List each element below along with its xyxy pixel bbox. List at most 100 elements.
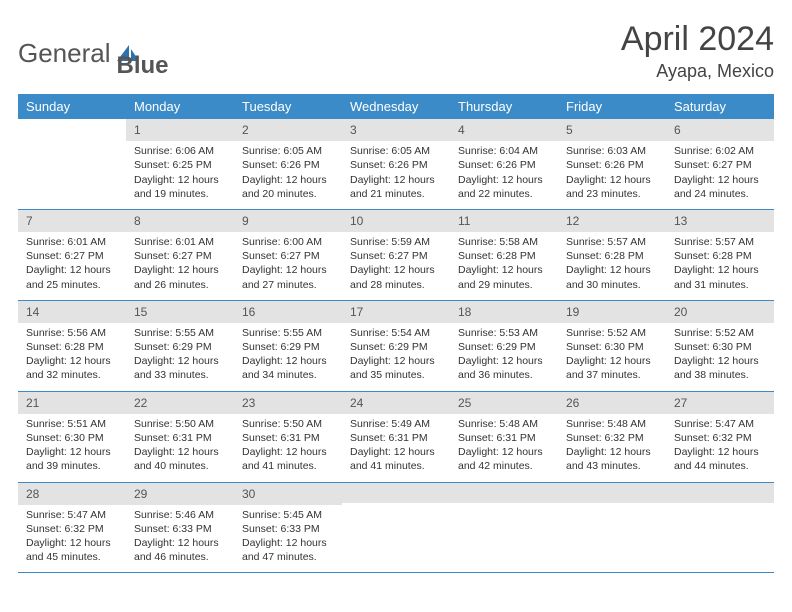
daylight-text-1: Daylight: 12 hours — [134, 536, 226, 550]
daylight-text-1: Daylight: 12 hours — [566, 263, 658, 277]
daylight-text-1: Daylight: 12 hours — [674, 354, 766, 368]
sunrise-text: Sunrise: 5:55 AM — [134, 326, 226, 340]
calendar-day-cell: 13Sunrise: 5:57 AMSunset: 6:28 PMDayligh… — [666, 209, 774, 300]
weekday-header: Saturday — [666, 94, 774, 119]
day-number: 5 — [558, 119, 666, 141]
sunset-text: Sunset: 6:32 PM — [26, 522, 118, 536]
daylight-text-1: Daylight: 12 hours — [134, 263, 226, 277]
weekday-header: Wednesday — [342, 94, 450, 119]
calendar-day-cell: 27Sunrise: 5:47 AMSunset: 6:32 PMDayligh… — [666, 391, 774, 482]
day-number: 24 — [342, 392, 450, 414]
daylight-text-1: Daylight: 12 hours — [134, 354, 226, 368]
calendar-day-cell: 22Sunrise: 5:50 AMSunset: 6:31 PMDayligh… — [126, 391, 234, 482]
calendar-day-cell: 21Sunrise: 5:51 AMSunset: 6:30 PMDayligh… — [18, 391, 126, 482]
sunset-text: Sunset: 6:33 PM — [242, 522, 334, 536]
day-number: 12 — [558, 210, 666, 232]
weekday-header: Thursday — [450, 94, 558, 119]
daylight-text-1: Daylight: 12 hours — [242, 536, 334, 550]
sunset-text: Sunset: 6:31 PM — [134, 431, 226, 445]
sunrise-text: Sunrise: 5:49 AM — [350, 417, 442, 431]
calendar-day-cell — [450, 482, 558, 573]
calendar-day-cell: 16Sunrise: 5:55 AMSunset: 6:29 PMDayligh… — [234, 300, 342, 391]
sunrise-text: Sunrise: 5:51 AM — [26, 417, 118, 431]
calendar-day-cell: 4Sunrise: 6:04 AMSunset: 6:26 PMDaylight… — [450, 119, 558, 209]
empty-day-body — [342, 503, 450, 570]
empty-day-bar — [450, 483, 558, 503]
calendar-week-row: 21Sunrise: 5:51 AMSunset: 6:30 PMDayligh… — [18, 391, 774, 482]
calendar-day-cell: 30Sunrise: 5:45 AMSunset: 6:33 PMDayligh… — [234, 482, 342, 573]
daylight-text-2: and 41 minutes. — [242, 459, 334, 473]
day-number: 21 — [18, 392, 126, 414]
sunrise-text: Sunrise: 6:01 AM — [26, 235, 118, 249]
sunrise-text: Sunrise: 6:03 AM — [566, 144, 658, 158]
day-details: Sunrise: 5:50 AMSunset: 6:31 PMDaylight:… — [126, 414, 234, 482]
calendar-day-cell: 28Sunrise: 5:47 AMSunset: 6:32 PMDayligh… — [18, 482, 126, 573]
day-details: Sunrise: 5:45 AMSunset: 6:33 PMDaylight:… — [234, 505, 342, 573]
daylight-text-2: and 26 minutes. — [134, 278, 226, 292]
day-number: 8 — [126, 210, 234, 232]
daylight-text-2: and 30 minutes. — [566, 278, 658, 292]
daylight-text-1: Daylight: 12 hours — [26, 536, 118, 550]
calendar-day-cell: 8Sunrise: 6:01 AMSunset: 6:27 PMDaylight… — [126, 209, 234, 300]
calendar-day-cell: 18Sunrise: 5:53 AMSunset: 6:29 PMDayligh… — [450, 300, 558, 391]
calendar-day-cell: 20Sunrise: 5:52 AMSunset: 6:30 PMDayligh… — [666, 300, 774, 391]
sunset-text: Sunset: 6:30 PM — [674, 340, 766, 354]
sunrise-text: Sunrise: 5:48 AM — [566, 417, 658, 431]
sunset-text: Sunset: 6:28 PM — [26, 340, 118, 354]
sunset-text: Sunset: 6:28 PM — [458, 249, 550, 263]
day-details: Sunrise: 6:01 AMSunset: 6:27 PMDaylight:… — [18, 232, 126, 300]
calendar-day-cell: 10Sunrise: 5:59 AMSunset: 6:27 PMDayligh… — [342, 209, 450, 300]
daylight-text-2: and 40 minutes. — [134, 459, 226, 473]
day-details: Sunrise: 6:06 AMSunset: 6:25 PMDaylight:… — [126, 141, 234, 209]
day-number: 6 — [666, 119, 774, 141]
day-details: Sunrise: 5:56 AMSunset: 6:28 PMDaylight:… — [18, 323, 126, 391]
day-number: 27 — [666, 392, 774, 414]
day-details: Sunrise: 5:55 AMSunset: 6:29 PMDaylight:… — [126, 323, 234, 391]
calendar-day-cell: 29Sunrise: 5:46 AMSunset: 6:33 PMDayligh… — [126, 482, 234, 573]
day-details: Sunrise: 5:46 AMSunset: 6:33 PMDaylight:… — [126, 505, 234, 573]
day-number: 2 — [234, 119, 342, 141]
sunset-text: Sunset: 6:29 PM — [242, 340, 334, 354]
sunrise-text: Sunrise: 5:57 AM — [566, 235, 658, 249]
sunset-text: Sunset: 6:31 PM — [242, 431, 334, 445]
location-label: Ayapa, Mexico — [621, 61, 774, 82]
sunset-text: Sunset: 6:30 PM — [566, 340, 658, 354]
calendar-day-cell: 14Sunrise: 5:56 AMSunset: 6:28 PMDayligh… — [18, 300, 126, 391]
sunset-text: Sunset: 6:26 PM — [242, 158, 334, 172]
weekday-header: Monday — [126, 94, 234, 119]
daylight-text-1: Daylight: 12 hours — [458, 263, 550, 277]
day-details: Sunrise: 6:00 AMSunset: 6:27 PMDaylight:… — [234, 232, 342, 300]
day-number: 18 — [450, 301, 558, 323]
daylight-text-2: and 24 minutes. — [674, 187, 766, 201]
daylight-text-1: Daylight: 12 hours — [26, 445, 118, 459]
day-number: 29 — [126, 483, 234, 505]
calendar-day-cell: 17Sunrise: 5:54 AMSunset: 6:29 PMDayligh… — [342, 300, 450, 391]
sunset-text: Sunset: 6:29 PM — [350, 340, 442, 354]
sunrise-text: Sunrise: 5:47 AM — [674, 417, 766, 431]
daylight-text-1: Daylight: 12 hours — [134, 173, 226, 187]
daylight-text-1: Daylight: 12 hours — [350, 263, 442, 277]
day-number: 22 — [126, 392, 234, 414]
daylight-text-2: and 27 minutes. — [242, 278, 334, 292]
day-number: 9 — [234, 210, 342, 232]
sunset-text: Sunset: 6:25 PM — [134, 158, 226, 172]
sunset-text: Sunset: 6:32 PM — [566, 431, 658, 445]
day-details: Sunrise: 5:48 AMSunset: 6:32 PMDaylight:… — [558, 414, 666, 482]
sunrise-text: Sunrise: 5:59 AM — [350, 235, 442, 249]
sunset-text: Sunset: 6:31 PM — [458, 431, 550, 445]
day-details: Sunrise: 5:47 AMSunset: 6:32 PMDaylight:… — [666, 414, 774, 482]
page-title: April 2024 — [621, 20, 774, 59]
daylight-text-2: and 35 minutes. — [350, 368, 442, 382]
day-details: Sunrise: 5:49 AMSunset: 6:31 PMDaylight:… — [342, 414, 450, 482]
sunset-text: Sunset: 6:28 PM — [674, 249, 766, 263]
sunrise-text: Sunrise: 6:04 AM — [458, 144, 550, 158]
daylight-text-1: Daylight: 12 hours — [242, 445, 334, 459]
calendar-day-cell: 9Sunrise: 6:00 AMSunset: 6:27 PMDaylight… — [234, 209, 342, 300]
page-header: General Blue April 2024 Ayapa, Mexico — [18, 20, 774, 82]
weekday-header: Friday — [558, 94, 666, 119]
daylight-text-2: and 39 minutes. — [26, 459, 118, 473]
day-details: Sunrise: 5:48 AMSunset: 6:31 PMDaylight:… — [450, 414, 558, 482]
daylight-text-2: and 46 minutes. — [134, 550, 226, 564]
calendar-week-row: 7Sunrise: 6:01 AMSunset: 6:27 PMDaylight… — [18, 209, 774, 300]
daylight-text-2: and 42 minutes. — [458, 459, 550, 473]
